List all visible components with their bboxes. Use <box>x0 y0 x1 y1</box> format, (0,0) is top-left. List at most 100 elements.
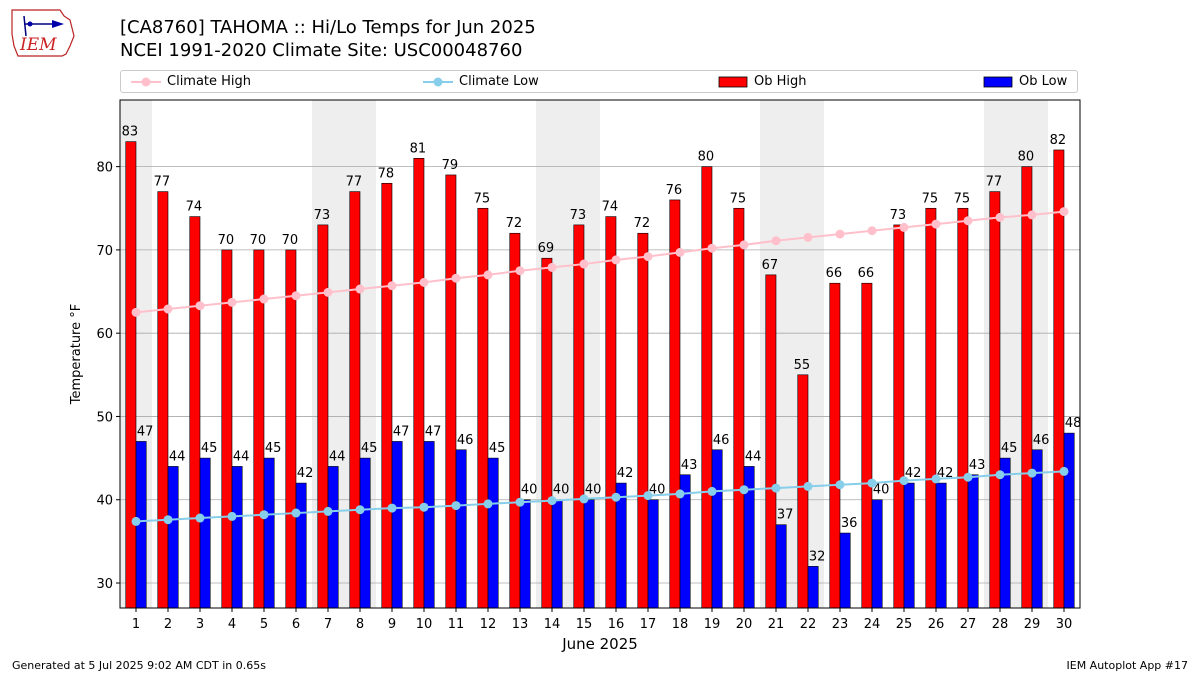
legend: Climate High Climate Low Ob High Ob Low <box>120 70 1078 93</box>
ob-high-bar <box>637 232 649 609</box>
ob-high-label: 67 <box>762 258 779 273</box>
x-tick-label: 13 <box>512 617 529 632</box>
plot-frame <box>119 99 1081 609</box>
ob-high-label: 77 <box>154 175 171 190</box>
x-tick-label: 20 <box>736 617 753 632</box>
ob-low-label: 40 <box>873 483 890 498</box>
legend-climate-high: Climate High <box>131 74 251 89</box>
legend-ob-high: Ob High <box>718 74 807 89</box>
ob-low-label: 40 <box>649 483 666 498</box>
climate-high-point <box>259 294 269 304</box>
x-tick-label: 30 <box>1056 617 1073 632</box>
climate-low-point <box>387 503 397 513</box>
ob-low-label: 45 <box>201 441 218 456</box>
climate-low-line <box>135 470 1065 523</box>
ob-low-label: 40 <box>585 483 602 498</box>
logo-text: IEM <box>19 35 57 55</box>
ob-high-label: 72 <box>634 216 651 231</box>
x-tick-label: 25 <box>896 617 913 632</box>
climate-low-point <box>739 485 749 495</box>
x-tick-label: 18 <box>672 617 689 632</box>
ob-high-label: 72 <box>506 216 523 231</box>
climate-high-point <box>1059 207 1069 217</box>
ob-low-label: 46 <box>1033 433 1050 448</box>
ob-high-label: 81 <box>410 141 427 156</box>
ob-low-label: 40 <box>521 483 538 498</box>
climate-low-point <box>419 502 429 512</box>
ob-low-label: 37 <box>777 508 794 523</box>
ob-high-label: 66 <box>826 266 843 281</box>
x-tick-label: 16 <box>608 617 625 632</box>
ob-low-bar <box>615 482 627 609</box>
climate-high-point <box>227 297 237 307</box>
climate-low-point <box>163 515 173 525</box>
y-tick-label: 30 <box>96 577 113 592</box>
climate-high-point <box>1027 210 1037 220</box>
x-tick-label: 21 <box>768 617 785 632</box>
ob-low-bar <box>391 441 403 609</box>
climate-high-point <box>355 284 365 294</box>
climate-low-point <box>675 489 685 499</box>
x-tick-label: 24 <box>864 617 881 632</box>
climate-low-point <box>643 491 653 501</box>
climate-low-point <box>611 492 621 502</box>
climate-low-point <box>995 470 1005 480</box>
ob-low-bar <box>903 482 915 609</box>
ob-high-label: 79 <box>442 158 459 173</box>
ob-high-label: 78 <box>378 166 395 181</box>
ob-high-bar <box>1053 149 1065 609</box>
x-tick-label: 5 <box>260 617 268 632</box>
climate-low-point <box>867 478 877 488</box>
x-tick-label: 3 <box>196 617 204 632</box>
ob-low-label: 44 <box>329 449 346 464</box>
ob-low-bar <box>775 524 787 609</box>
ob-high-bar <box>509 232 521 609</box>
ob-high-swatch-icon <box>718 76 748 87</box>
ob-high-label: 77 <box>986 175 1003 190</box>
x-tick-label: 8 <box>356 617 364 632</box>
y-tick-label: 80 <box>96 161 113 176</box>
ob-high-label: 80 <box>1018 150 1035 165</box>
climate-low-point <box>131 516 141 526</box>
ob-low-label: 48 <box>1065 416 1082 431</box>
ob-low-label: 43 <box>681 458 698 473</box>
ob-low-bar <box>583 499 595 609</box>
ob-high-bar <box>989 191 1001 609</box>
legend-ob-high-label: Ob High <box>754 74 807 89</box>
app-label: IEM Autoplot App #17 <box>1066 659 1189 672</box>
ob-high-bar <box>573 224 585 609</box>
ob-high-label: 70 <box>250 233 267 248</box>
ob-high-label: 66 <box>858 266 875 281</box>
ob-high-bar <box>381 182 393 609</box>
climate-high-line-icon <box>131 77 161 86</box>
ob-high-bar <box>349 191 361 609</box>
climate-low-point <box>1059 466 1069 476</box>
ob-low-bar <box>1063 432 1075 609</box>
climate-high-point <box>739 240 749 250</box>
x-tick-label: 27 <box>960 617 977 632</box>
ob-high-bar <box>925 207 937 609</box>
ob-high-bar <box>701 166 713 609</box>
ob-high-label: 70 <box>218 233 235 248</box>
ob-low-label: 45 <box>1001 441 1018 456</box>
climate-low-point <box>259 510 269 520</box>
climate-high-point <box>387 281 397 291</box>
ob-low-bar <box>359 457 371 609</box>
x-tick-label: 14 <box>544 617 561 632</box>
ob-high-label: 74 <box>186 200 203 215</box>
climate-high-point <box>451 273 461 283</box>
ob-low-label: 47 <box>393 424 410 439</box>
climate-high-point <box>835 229 845 239</box>
x-tick-label: 4 <box>228 617 236 632</box>
climate-high-point <box>579 259 589 269</box>
legend-ob-low-label: Ob Low <box>1019 74 1068 89</box>
ob-low-label: 42 <box>905 466 922 481</box>
legend-climate-high-label: Climate High <box>167 74 252 89</box>
x-tick-label: 15 <box>576 617 593 632</box>
ob-high-label: 69 <box>538 241 555 256</box>
x-tick-label: 9 <box>388 617 396 632</box>
ob-high-bar <box>477 207 489 609</box>
y-tick-label: 70 <box>96 244 113 259</box>
climate-high-point <box>899 222 909 232</box>
ob-low-bar <box>839 532 851 609</box>
